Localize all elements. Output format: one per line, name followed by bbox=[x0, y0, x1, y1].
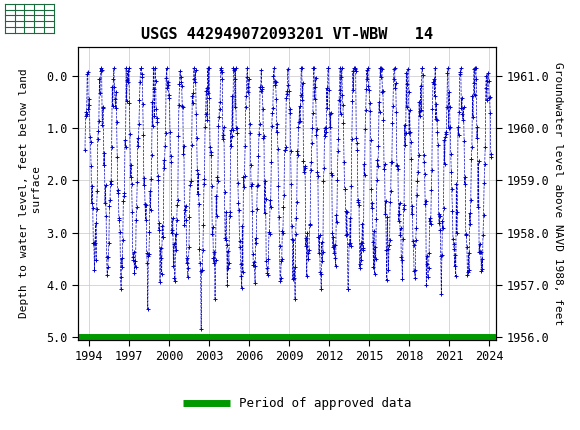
Y-axis label: Groundwater level above NAVD 1988, feet: Groundwater level above NAVD 1988, feet bbox=[553, 62, 563, 325]
Y-axis label: Depth to water level, feet below land
 surface: Depth to water level, feet below land su… bbox=[19, 69, 42, 318]
Text: USGS: USGS bbox=[64, 9, 119, 27]
Bar bbox=[5, 3, 54, 33]
Title: USGS 442949072093201 VT-WBW   14: USGS 442949072093201 VT-WBW 14 bbox=[141, 27, 433, 42]
Text: Period of approved data: Period of approved data bbox=[239, 397, 411, 410]
